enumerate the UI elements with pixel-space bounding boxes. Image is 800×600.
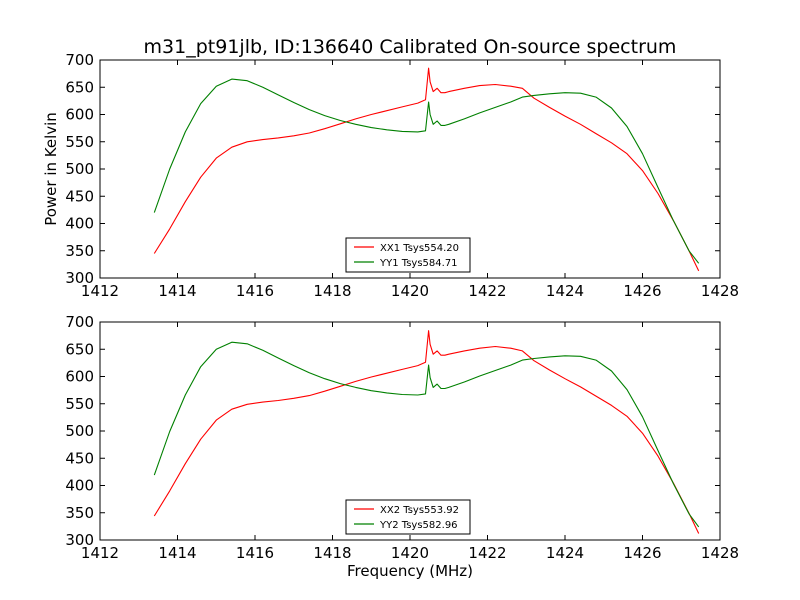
- series-line-1-1: [153, 67, 700, 272]
- legend-label: XX2 Tsys553.92: [380, 505, 459, 516]
- y-tick-label: 450: [65, 187, 94, 205]
- y-tick-label: 300: [65, 531, 94, 549]
- y-tick-label: 650: [65, 78, 94, 96]
- y-tick-label: 300: [65, 269, 94, 287]
- panel-2: 1412 1414 1416 1418 1420 1422 1424 1426 1428 300 3…: [65, 313, 739, 580]
- legend-box: [345, 237, 471, 273]
- y-tick-label: 650: [65, 340, 94, 358]
- panel-1: 1412 1414 1416 1418 1420 1422 1424 1426 1428 300 3…: [42, 51, 739, 300]
- legend-label: YY2 Tsys582.96: [379, 520, 458, 531]
- x-tick-label: 1418: [313, 544, 351, 562]
- x-tick-label: 1416: [236, 282, 274, 300]
- legend-1: XX1 Tsys554.20 YY1 Tsys584.71: [345, 237, 471, 273]
- x-tick-label: 1418: [313, 282, 351, 300]
- x-tick-label: 1420: [391, 282, 429, 300]
- x-tick-label: 1412: [81, 282, 119, 300]
- panels: 1412 1414 1416 1418 1420 1422 1424 1426 1428 300 3…: [42, 51, 739, 580]
- series-line-1-2: [153, 78, 700, 264]
- x-tick-label: 1426: [623, 282, 661, 300]
- series-line-2-2: [153, 341, 700, 528]
- x-tick-label: 1414: [158, 282, 196, 300]
- x-tick-label: 1424: [546, 282, 584, 300]
- x-tick-label: 1422: [468, 282, 506, 300]
- y-tick-label: 350: [65, 504, 94, 522]
- x-tick-label: 1424: [546, 544, 584, 562]
- x-tick-label: 1412: [81, 544, 119, 562]
- y-tick-label: 500: [65, 422, 94, 440]
- y-tick-label: 600: [65, 368, 94, 386]
- y-tick-label: 450: [65, 449, 94, 467]
- y-tick-label: 400: [65, 215, 94, 233]
- x-tick-label: 1426: [623, 544, 661, 562]
- y-tick-label: 550: [65, 133, 94, 151]
- legend-box: [345, 499, 471, 535]
- y-tick-label: 400: [65, 477, 94, 495]
- x-tick-label: 1422: [468, 544, 506, 562]
- y-tick-label: 550: [65, 395, 94, 413]
- x-tick-label: 1414: [158, 544, 196, 562]
- y-tick-label: 600: [65, 106, 94, 124]
- legend-label: XX1 Tsys554.20: [380, 243, 459, 254]
- y-axis-title: Power in Kelvin: [42, 112, 60, 226]
- x-tick-label: 1428: [701, 282, 739, 300]
- y-tick-label: 700: [65, 51, 94, 69]
- x-tick-label: 1420: [391, 544, 429, 562]
- y-tick-label: 700: [65, 313, 94, 331]
- figure-title: m31_pt91jlb, ID:136640 Calibrated On-sou…: [144, 36, 677, 58]
- x-tick-label: 1428: [701, 544, 739, 562]
- y-tick-label: 350: [65, 242, 94, 260]
- y-tick-label: 500: [65, 160, 94, 178]
- x-axis-title: Frequency (MHz): [347, 562, 473, 580]
- legend-2: XX2 Tsys553.92 YY2 Tsys582.96: [345, 499, 471, 535]
- series-line-2-1: [153, 330, 700, 534]
- legend-label: YY1 Tsys584.71: [379, 258, 458, 269]
- x-tick-label: 1416: [236, 544, 274, 562]
